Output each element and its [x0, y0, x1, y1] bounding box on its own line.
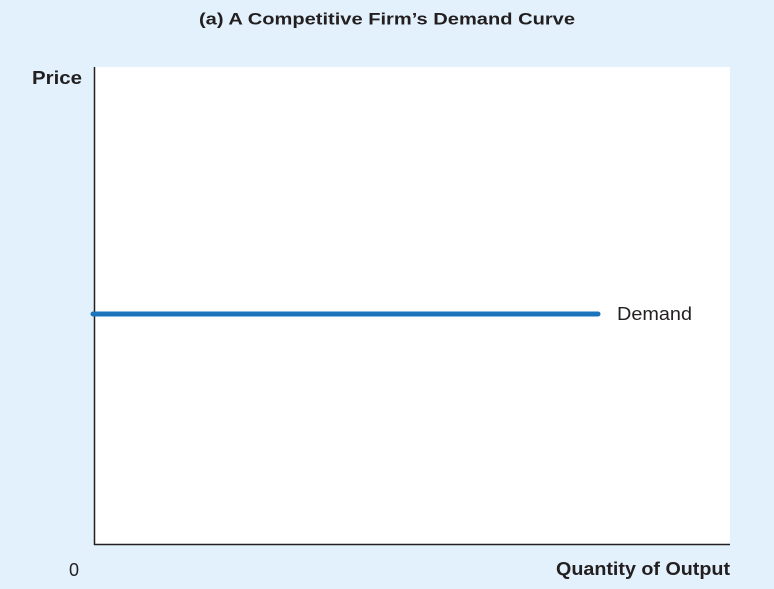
curve-label: Demand	[617, 304, 692, 324]
plot-area	[94, 67, 730, 544]
origin-label: 0	[69, 560, 79, 580]
title: (a) A Competitive Firm’s Demand Curve	[199, 9, 575, 28]
y-axis-label: Price	[32, 68, 82, 88]
x-axis-label: Quantity of Output	[556, 559, 730, 579]
